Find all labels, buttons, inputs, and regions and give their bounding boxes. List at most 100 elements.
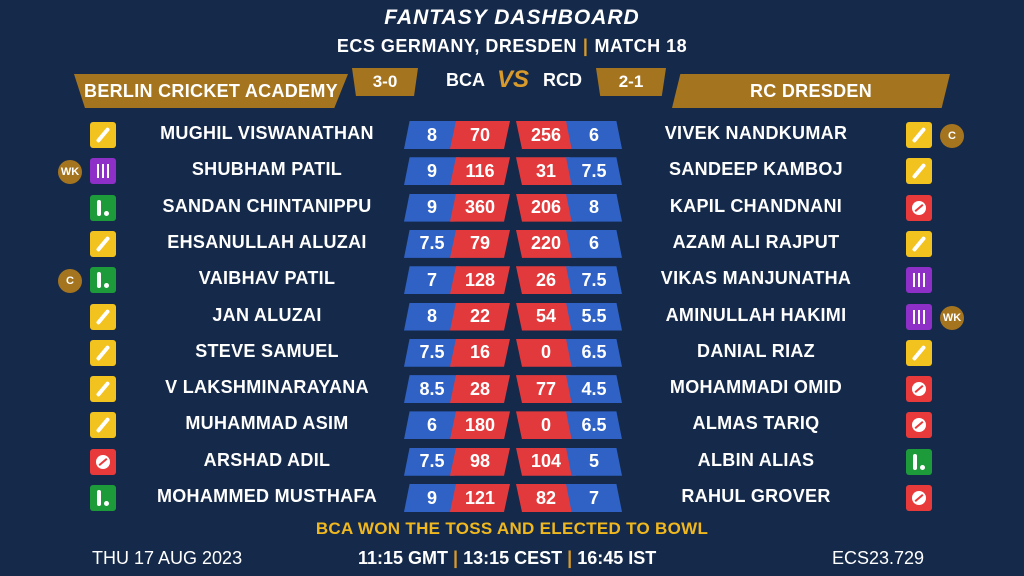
- left-player-points: 22: [450, 302, 510, 331]
- left-player-points: 121: [450, 484, 510, 512]
- batter-role-badge: [906, 158, 932, 185]
- bat-icon: [911, 344, 927, 362]
- allrounder-icon: [97, 199, 109, 216]
- left-team-abbr: BCA: [446, 70, 485, 90]
- right-player-points: 0: [516, 411, 576, 440]
- right-player-credits: 6: [566, 121, 622, 149]
- allrounder-role-badge: [906, 448, 932, 475]
- allrounder-icon: [913, 453, 925, 470]
- right-player-credits: 5.5: [566, 302, 622, 331]
- stumps-icon: [913, 309, 925, 324]
- venue-label: ECS GERMANY, DRESDEN: [336, 36, 577, 56]
- right-player-points: 206: [516, 193, 576, 222]
- batter-role-badge: [90, 339, 116, 366]
- match-times: 11:15 GMT | 13:15 CEST | 16:45 IST: [358, 548, 678, 569]
- bat-icon: [911, 235, 927, 253]
- left-player-name: SHUBHAM PATIL: [191, 159, 343, 180]
- batter-role-badge: [90, 303, 116, 330]
- ball-icon: [912, 418, 926, 433]
- time-separator: |: [453, 548, 459, 568]
- batter-role-badge: [90, 230, 116, 257]
- left-player-credits: 7.5: [404, 229, 460, 258]
- player-row: WK SHUBHAM PATIL 9 116 31 7.5 SANDEEP KAMBOJ: [0, 156, 1024, 186]
- right-player-name: DANIAL RIAZ: [697, 340, 815, 361]
- player-row: MUGHIL VISWANATHAN 8 70 256 6 VIVEK NANDKUMAR…: [0, 120, 1024, 150]
- left-player-name: V LAKSHMINARAYANA: [165, 377, 369, 398]
- match-code: ECS23.729: [832, 548, 925, 568]
- right-player-points: 220: [516, 229, 576, 258]
- left-player-name: MOHAMMED MUSTHAFA: [156, 486, 378, 506]
- left-player-points: 360: [450, 193, 510, 222]
- bat-icon: [911, 162, 927, 180]
- ball-icon: [912, 382, 926, 397]
- batter-role-badge: [90, 412, 116, 439]
- batter-role-badge: [906, 339, 932, 366]
- left-team-banner: BERLIN CRICKET ACADEMY: [74, 74, 348, 108]
- right-player-credits: 5: [566, 447, 622, 476]
- dashboard-title: FANTASY DASHBOARD: [384, 6, 640, 29]
- time-cest: 13:15 CEST: [463, 548, 563, 568]
- ball-icon: [912, 491, 926, 505]
- batter-role-badge: [906, 122, 932, 148]
- wicketkeeper-role-badge: [90, 158, 116, 185]
- right-team-abbr: RCD: [543, 70, 582, 90]
- stumps-icon: [913, 273, 925, 288]
- right-player-name: AZAM ALI RAJPUT: [672, 231, 840, 252]
- left-player-name: ARSHAD ADIL: [203, 449, 331, 470]
- bat-icon: [95, 126, 111, 144]
- batter-role-badge: [90, 376, 116, 403]
- left-player-points: 116: [450, 157, 510, 186]
- left-team-record: 3-0: [352, 68, 418, 96]
- right-player-credits: 6.5: [566, 411, 622, 440]
- player-row: EHSANULLAH ALUZAI 7.5 79 220 6 AZAM ALI RAJPU…: [0, 229, 1024, 259]
- left-player-credits: 6: [404, 411, 460, 440]
- left-player-points: 16: [450, 338, 510, 367]
- left-player-credits: 9: [404, 193, 460, 222]
- right-player-points: 82: [516, 484, 576, 512]
- right-player-points: 104: [516, 447, 576, 476]
- bowler-role-badge: [906, 194, 932, 221]
- left-player-name: STEVE SAMUEL: [195, 340, 339, 361]
- player-row: SANDAN CHINTANIPPU 9 360 206 8 KAPIL CHANDNAN…: [0, 193, 1024, 223]
- allrounder-role-badge: [90, 485, 116, 511]
- right-player-name: ALBIN ALIAS: [697, 449, 815, 470]
- left-player-credits: 8: [404, 302, 460, 331]
- left-player-points: 28: [450, 375, 510, 404]
- right-player-points: 77: [516, 375, 576, 404]
- right-player-credits: 6: [566, 229, 622, 258]
- right-player-points: 31: [516, 157, 576, 186]
- match-number-label: MATCH 18: [594, 36, 688, 56]
- left-player-credits: 8.5: [404, 375, 460, 404]
- left-player-points: 180: [450, 411, 510, 440]
- bat-icon: [95, 308, 111, 326]
- ball-icon: [912, 200, 926, 215]
- player-row: V LAKSHMINARAYANA 8.5 28 77 4.5 MOHAMMADI OMI…: [0, 374, 1024, 404]
- left-player-credits: 7: [404, 266, 460, 295]
- right-player-credits: 7: [566, 484, 622, 512]
- subtitle-separator: |: [582, 36, 589, 56]
- right-player-credits: 6.5: [566, 338, 622, 367]
- allrounder-icon: [97, 490, 109, 506]
- allrounder-icon: [97, 272, 109, 289]
- bat-icon: [95, 380, 111, 398]
- bat-icon: [95, 235, 111, 253]
- left-player-name: MUHAMMAD ASIM: [185, 413, 349, 434]
- left-player-name: SANDAN CHINTANIPPU: [162, 195, 372, 216]
- right-player-name: SANDEEP KAMBOJ: [669, 159, 843, 180]
- batter-role-badge: [906, 230, 932, 257]
- right-player-points: 0: [516, 338, 576, 367]
- right-team-record: 2-1: [596, 68, 666, 96]
- left-player-points: 128: [450, 266, 510, 295]
- right-player-name: VIVEK NANDKUMAR: [664, 123, 848, 143]
- right-player-points: 54: [516, 302, 576, 331]
- left-player-credits: 9: [404, 484, 460, 512]
- right-player-credits: 4.5: [566, 375, 622, 404]
- right-player-points: 256: [516, 121, 576, 149]
- left-player-name: EHSANULLAH ALUZAI: [167, 231, 367, 252]
- right-player-name: KAPIL CHANDNANI: [669, 195, 843, 216]
- bat-icon: [95, 416, 111, 434]
- player-row: MUHAMMAD ASIM 6 180 0 6.5 ALMAS TARIQ: [0, 410, 1024, 440]
- batter-role-badge: [90, 122, 116, 148]
- wicketkeeper-role-badge: [906, 267, 932, 294]
- left-player-badge: WK: [58, 160, 82, 185]
